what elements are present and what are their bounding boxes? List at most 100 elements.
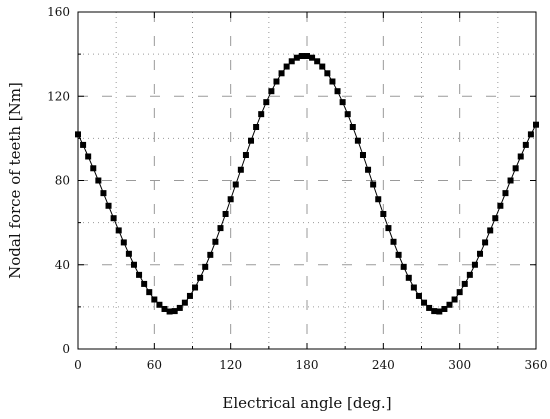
x-tick-label: 240 xyxy=(372,358,395,372)
x-tick-label: 360 xyxy=(525,358,548,372)
data-point xyxy=(192,284,199,291)
data-point xyxy=(130,261,137,268)
data-point xyxy=(512,165,519,172)
data-point xyxy=(161,305,168,312)
x-tick-label: 60 xyxy=(147,358,162,372)
data-point xyxy=(207,251,214,258)
data-point xyxy=(202,263,209,270)
data-point xyxy=(242,152,249,159)
y-tick-label: 0 xyxy=(62,342,70,356)
data-point xyxy=(502,190,509,197)
data-point xyxy=(304,53,310,60)
data-point xyxy=(436,308,443,315)
data-point xyxy=(492,215,499,222)
data-point xyxy=(237,166,244,173)
data-point xyxy=(415,292,422,299)
data-point xyxy=(461,280,468,287)
data-point xyxy=(288,58,295,65)
data-point xyxy=(278,70,285,77)
data-point xyxy=(273,78,280,85)
data-point xyxy=(426,304,433,311)
data-point xyxy=(334,88,341,95)
data-point xyxy=(136,271,143,278)
data-point xyxy=(507,177,514,184)
data-point xyxy=(329,78,336,85)
data-point xyxy=(100,190,107,197)
data-point xyxy=(390,238,397,245)
x-tick-label: 300 xyxy=(448,358,471,372)
data-point xyxy=(441,305,448,312)
data-point xyxy=(477,250,484,257)
data-point xyxy=(324,70,331,77)
data-point xyxy=(176,304,183,311)
data-point xyxy=(293,54,300,61)
x-tick-label: 0 xyxy=(74,358,82,372)
data-point xyxy=(405,274,412,281)
data-point xyxy=(451,296,458,303)
data-point xyxy=(263,99,270,106)
data-point xyxy=(105,202,112,209)
data-point xyxy=(253,124,260,131)
x-tick-label: 120 xyxy=(219,358,242,372)
data-point xyxy=(487,227,494,234)
axis-ticks: 0 60 120 180 240 300 360 0 40 80 120 160 xyxy=(47,5,547,372)
data-point xyxy=(385,225,392,232)
data-point xyxy=(314,58,321,65)
data-point xyxy=(232,181,239,188)
series-markers xyxy=(75,53,539,315)
data-point xyxy=(421,299,428,306)
data-point xyxy=(171,308,178,315)
data-point xyxy=(115,227,122,234)
data-point xyxy=(298,53,305,60)
data-point xyxy=(344,111,351,118)
data-point xyxy=(471,261,478,268)
data-point xyxy=(80,141,87,148)
data-point xyxy=(482,239,489,246)
data-point xyxy=(400,263,407,270)
data-point xyxy=(370,181,377,188)
y-tick-label: 40 xyxy=(55,258,70,272)
data-point xyxy=(146,289,153,296)
data-point xyxy=(95,177,102,184)
y-axis-title: Nodal force of teeth [Nm] xyxy=(6,82,24,279)
data-point xyxy=(359,152,366,159)
data-point xyxy=(166,308,173,315)
x-axis-title: Electrical angle [deg.] xyxy=(222,394,391,412)
data-point xyxy=(522,141,529,148)
data-point xyxy=(339,99,346,106)
data-point xyxy=(222,210,229,217)
data-point xyxy=(197,274,204,281)
data-point xyxy=(466,271,473,278)
data-point xyxy=(349,124,356,131)
data-point xyxy=(258,111,265,118)
data-point xyxy=(354,137,361,144)
data-point xyxy=(283,63,290,70)
data-point xyxy=(217,225,224,232)
x-tick-label: 180 xyxy=(296,358,319,372)
data-point xyxy=(85,153,92,160)
data-point xyxy=(365,166,372,173)
data-point xyxy=(375,196,382,203)
data-point xyxy=(186,292,193,299)
data-point xyxy=(268,88,275,95)
data-point xyxy=(227,196,234,203)
data-point xyxy=(517,153,524,160)
data-point xyxy=(497,202,504,209)
data-point xyxy=(446,301,453,308)
data-point xyxy=(456,289,463,296)
data-point xyxy=(125,250,132,257)
data-point xyxy=(120,239,127,246)
data-point xyxy=(410,284,417,291)
data-point xyxy=(431,308,438,315)
y-tick-label: 160 xyxy=(47,5,70,19)
data-point xyxy=(156,301,163,308)
data-point xyxy=(395,251,402,258)
y-tick-label: 120 xyxy=(47,89,70,103)
data-point xyxy=(309,54,316,61)
data-point xyxy=(110,215,117,222)
y-tick-label: 80 xyxy=(55,174,70,188)
data-point xyxy=(151,296,158,303)
data-point xyxy=(212,238,219,245)
data-point xyxy=(527,131,534,138)
